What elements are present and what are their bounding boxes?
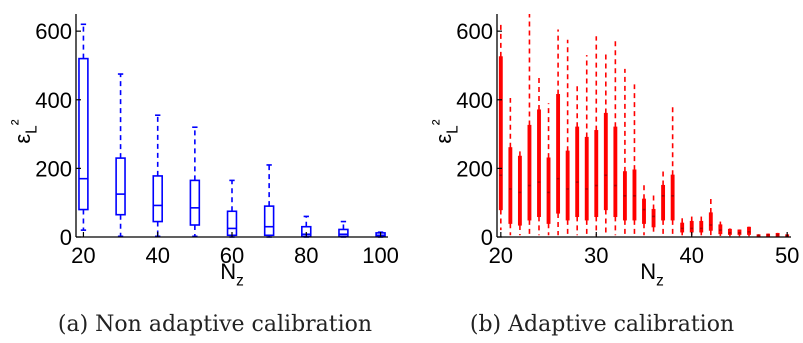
box-33 (622, 68, 627, 236)
x-tick-label: 40 (145, 243, 169, 268)
box-44 (727, 228, 732, 237)
box-23 (527, 14, 532, 236)
box-47 (756, 234, 761, 237)
box-iqr (680, 222, 685, 233)
box-iqr (565, 150, 570, 221)
box-iqr (594, 130, 599, 218)
box-20 (498, 24, 503, 231)
box-iqr (632, 169, 637, 221)
x-tick-label: 30 (584, 243, 608, 268)
box-27 (565, 39, 570, 236)
y-tick-label: 400 (456, 88, 493, 113)
y-axis-label: εL² (7, 119, 40, 143)
box-46 (747, 226, 751, 237)
box-iqr (115, 157, 126, 216)
x-tick-label: 40 (679, 243, 703, 268)
x-tick-label: 100 (362, 243, 399, 268)
box-iqr (708, 212, 713, 231)
box-iqr (613, 126, 618, 218)
box-40 (152, 114, 163, 238)
box-iqr (747, 226, 751, 235)
panel-a: 20 40 60 80 100 0 200 400 600 Nz εL² (7, 14, 399, 290)
box-iqr (670, 174, 675, 221)
y-axis-label: εL² (428, 119, 461, 143)
box-22 (517, 151, 522, 236)
x-axis-label: Nz (220, 259, 244, 290)
box-30 (594, 36, 599, 236)
box-25 (546, 103, 551, 236)
box-32 (613, 39, 618, 236)
box-45 (737, 229, 742, 237)
box-24 (537, 75, 541, 236)
box-41 (699, 214, 704, 236)
y-tick-label: 600 (35, 19, 72, 44)
box-iqr (152, 175, 163, 223)
x-tick-label: 20 (489, 243, 513, 268)
box-iqr (263, 205, 275, 237)
box-iqr (338, 228, 349, 238)
y-tick-label: 600 (456, 19, 493, 44)
box-70 (263, 164, 275, 238)
box-iqr (689, 220, 694, 233)
box-iqr (537, 109, 541, 218)
box-iqr (661, 184, 666, 221)
box-iqr (727, 228, 732, 235)
x-tick-label: 20 (71, 243, 95, 268)
box-iqr (584, 136, 589, 221)
y-tick-label: 200 (456, 156, 493, 181)
y-tick-label: 400 (35, 88, 72, 113)
box-iqr (603, 112, 608, 211)
box-60 (226, 179, 238, 238)
x-axis-label: Nz (640, 259, 664, 290)
box-35 (642, 183, 646, 236)
y-tick-label: 200 (35, 156, 72, 181)
box-80 (301, 215, 312, 238)
box-29 (584, 55, 589, 236)
box-iqr (226, 210, 238, 237)
box-iqr (189, 179, 201, 226)
box-iqr (699, 220, 704, 233)
box-48 (766, 233, 771, 237)
box-iqr (527, 124, 532, 221)
box-31 (603, 53, 608, 236)
box-34 (632, 84, 637, 236)
box-50 (189, 126, 201, 238)
caption-a: (a) Non adaptive calibration (58, 312, 372, 337)
box-49 (775, 232, 780, 237)
box-30 (115, 73, 126, 238)
x-tick-label: 80 (294, 243, 318, 268)
box-26 (556, 29, 561, 236)
y-tick-label: 0 (60, 225, 72, 250)
box-90 (338, 220, 349, 238)
box-iqr (575, 126, 580, 218)
box-21 (508, 98, 513, 236)
y-tick-label: 0 (481, 225, 493, 250)
box-43 (718, 221, 723, 236)
box-iqr (556, 94, 561, 214)
caption-b: (b) Adaptive calibration (470, 312, 734, 337)
box-28 (575, 86, 580, 236)
box-iqr (517, 155, 522, 226)
box-iqr (498, 56, 503, 211)
panel-b: 20 30 40 50 0 200 400 600 Nz εL² (428, 14, 799, 290)
x-tick-label: 50 (775, 243, 799, 268)
box-37 (661, 168, 666, 236)
box-iqr (718, 224, 723, 235)
box-iqr (642, 198, 646, 224)
box-42 (708, 197, 713, 236)
box-38 (670, 106, 675, 236)
box-20 (78, 23, 89, 231)
box-iqr (508, 147, 513, 224)
box-40 (689, 216, 694, 236)
box-36 (651, 192, 656, 236)
x-tick-label: 60 (220, 243, 244, 268)
box-iqr (651, 208, 656, 228)
box-iqr (78, 57, 89, 211)
box-39 (680, 216, 685, 236)
box-iqr (546, 157, 551, 224)
